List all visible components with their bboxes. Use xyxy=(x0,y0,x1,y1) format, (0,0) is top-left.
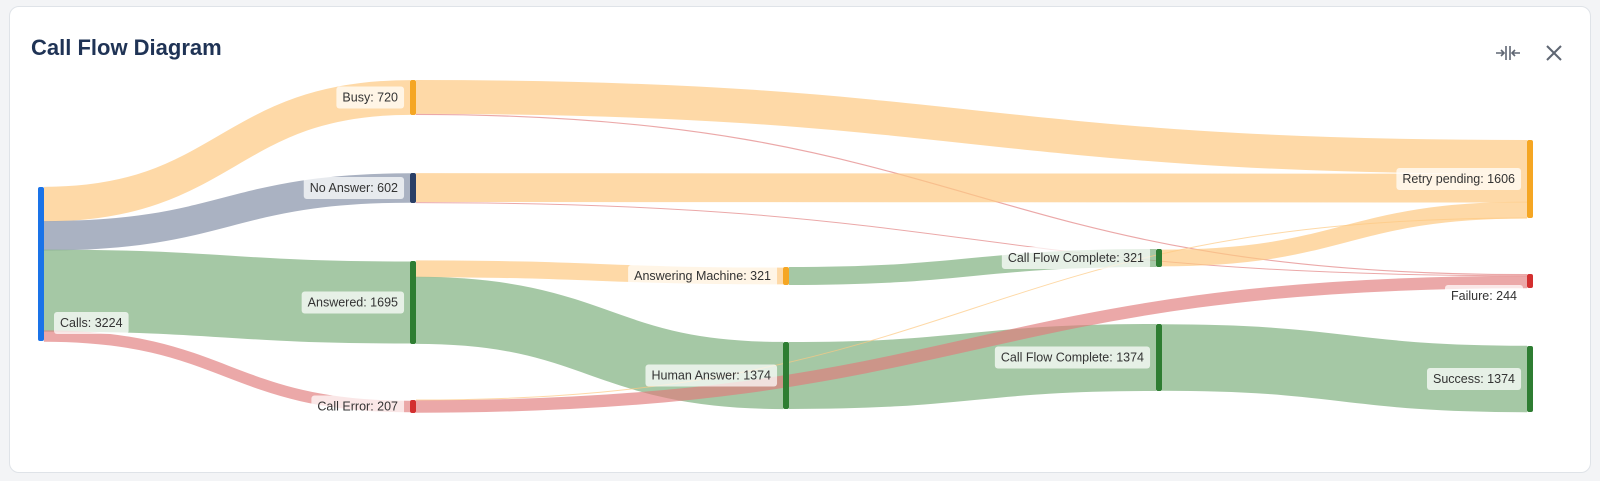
node-label-bg-call_error xyxy=(311,395,405,418)
node-success[interactable] xyxy=(1527,346,1533,412)
node-no_answer[interactable] xyxy=(410,173,416,203)
node-label-bg-success xyxy=(1427,368,1522,390)
node-label-bg-no_answer xyxy=(303,177,405,199)
node-label-bg-cfc_am xyxy=(1001,247,1151,269)
flow-link-busy-to-retry[interactable] xyxy=(415,80,1528,174)
node-human_answer[interactable] xyxy=(783,342,789,409)
node-answered[interactable] xyxy=(410,261,416,344)
node-label-busy: Busy: 720 xyxy=(342,91,398,105)
node-label-calls: Calls: 3224 xyxy=(60,316,123,330)
node-label-answered: Answered: 1695 xyxy=(308,296,398,310)
call-flow-card: Call Flow Diagram Calls: 3224 Busy: 720 No… xyxy=(9,6,1591,473)
card-toolbar xyxy=(1492,39,1570,67)
node-label-retry: Retry pending: 1606 xyxy=(1402,172,1515,186)
collapse-horizontal-icon xyxy=(1496,46,1520,60)
node-cfc_am[interactable] xyxy=(1156,249,1162,267)
flow-link-call_error-to-retry[interactable] xyxy=(415,217,1528,401)
close-icon xyxy=(1546,45,1562,61)
node-calls[interactable] xyxy=(38,187,44,341)
node-label-failure: Failure: 244 xyxy=(1451,289,1517,303)
node-label-cfc_human: Call Flow Complete: 1374 xyxy=(1001,351,1144,365)
node-label-bg-human_answer xyxy=(645,364,778,387)
node-label-bg-busy xyxy=(336,86,405,109)
node-answering_machine[interactable] xyxy=(783,267,789,285)
flow-link-no_answer-to-retry[interactable] xyxy=(415,173,1528,203)
node-label-bg-cfc_human xyxy=(994,346,1151,369)
node-label-answering_machine: Answering Machine: 321 xyxy=(634,269,771,283)
node-label-cfc_am: Call Flow Complete: 321 xyxy=(1008,251,1144,265)
node-label-bg-calls xyxy=(54,312,129,334)
node-label-success: Success: 1374 xyxy=(1433,372,1515,386)
flow-link-cfc_am-to-retry[interactable] xyxy=(1161,201,1528,267)
node-busy[interactable] xyxy=(410,80,416,115)
labels-layer: Calls: 3224 Busy: 720 No Answer: 602 Answer… xyxy=(54,86,1524,418)
node-cfc_human[interactable] xyxy=(1156,324,1162,391)
node-failure[interactable] xyxy=(1527,274,1533,288)
node-label-call_error: Call Error: 207 xyxy=(317,400,398,414)
nodes-layer xyxy=(38,80,1533,413)
node-label-human_answer: Human Answer: 1374 xyxy=(651,369,771,383)
node-label-bg-retry xyxy=(1396,168,1522,190)
close-button[interactable] xyxy=(1538,39,1570,67)
node-retry[interactable] xyxy=(1527,140,1533,218)
node-label-bg-answered xyxy=(301,291,405,314)
sankey-diagram: Calls: 3224 Busy: 720 No Answer: 602 Answer… xyxy=(38,80,1533,418)
node-label-bg-failure xyxy=(1444,285,1524,307)
card-title: Call Flow Diagram xyxy=(31,35,222,60)
flow-link-no_answer-to-failure[interactable] xyxy=(415,202,1528,277)
flow-link-call_error-to-failure[interactable] xyxy=(415,275,1528,413)
collapse-button[interactable] xyxy=(1492,39,1524,67)
node-label-bg-answering_machine xyxy=(628,265,778,287)
node-label-no_answer: No Answer: 602 xyxy=(310,181,398,195)
node-call_error[interactable] xyxy=(410,400,416,413)
